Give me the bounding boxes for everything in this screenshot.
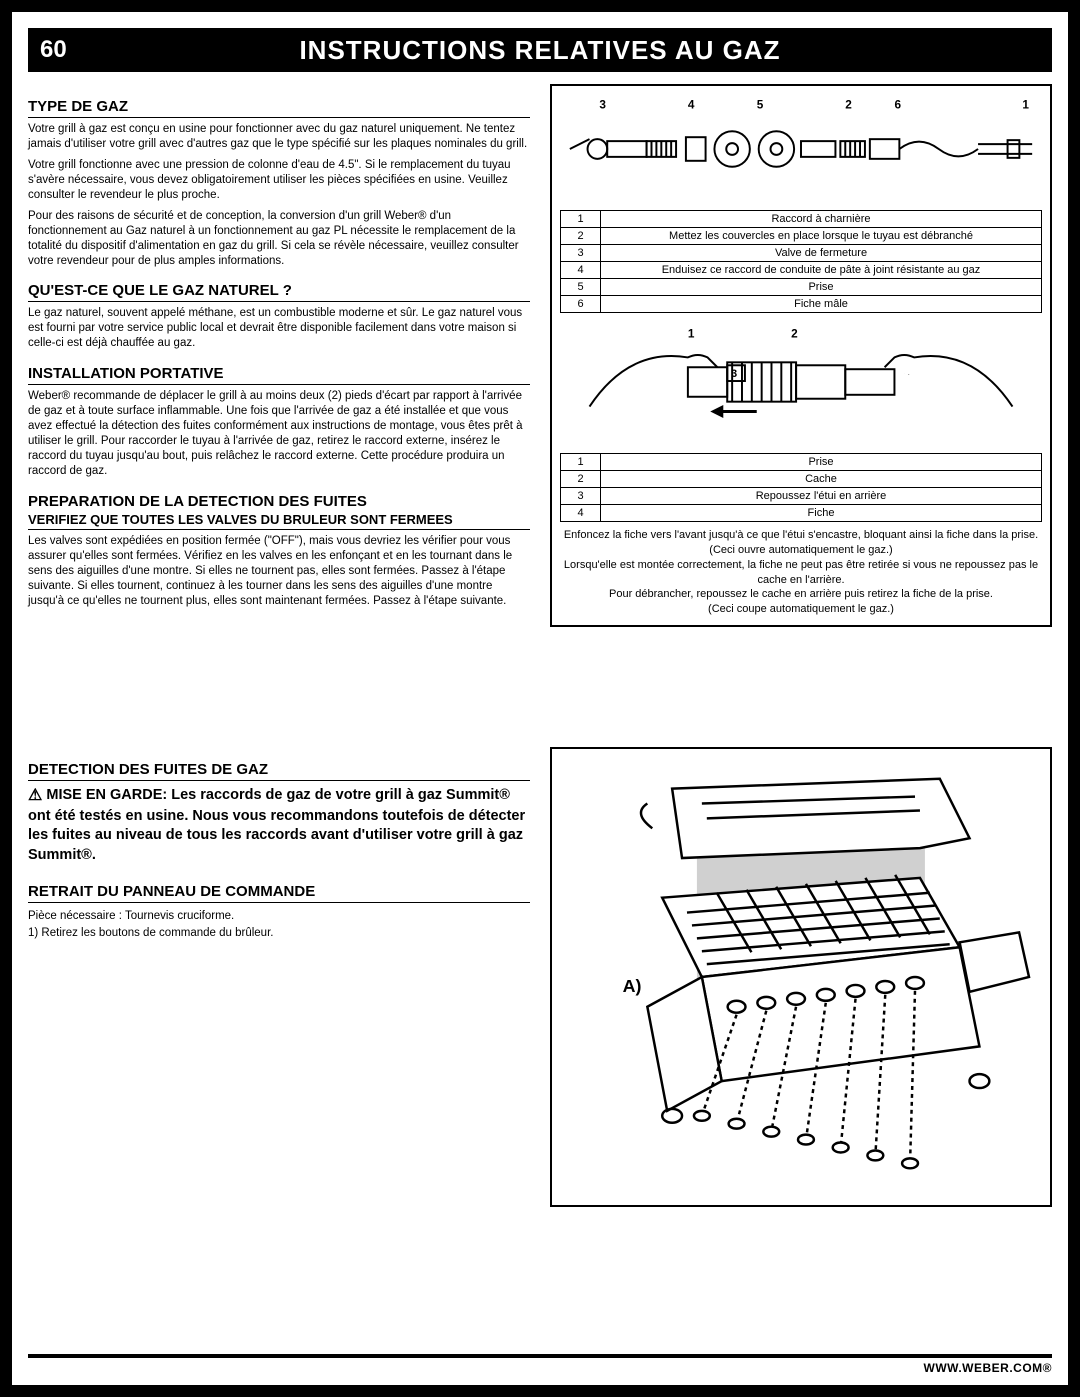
cell: Fiche mâle (601, 296, 1042, 313)
cell: 6 (561, 296, 601, 313)
diagram-box-1: 3 4 5 2 6 1 (550, 84, 1052, 627)
svg-text:5: 5 (757, 98, 764, 112)
page-number: 60 (28, 36, 198, 64)
warning-body: MISE EN GARDE: Les raccords de gaz de vo… (28, 787, 525, 863)
heading-type-de-gaz: TYPE DE GAZ (28, 98, 530, 118)
grill-diagram: A) (550, 747, 1052, 1207)
cell: 4 (561, 262, 601, 279)
upper-content: TYPE DE GAZ Votre grill à gaz est conçu … (12, 72, 1068, 627)
cell: 2 (561, 471, 601, 488)
para: Votre grill fonctionne avec une pression… (28, 158, 530, 203)
para: Le gaz naturel, souvent appelé méthane, … (28, 306, 530, 351)
heading-detection: DETECTION DES FUITES DE GAZ (28, 761, 530, 781)
heading-preparation: PREPARATION DE LA DETECTION DES FUITES (28, 493, 530, 512)
parts-table-2: 1Prise 2Cache 3Repoussez l'étui en arriè… (560, 453, 1042, 522)
para: Pièce nécessaire : Tournevis cruciforme. (28, 909, 530, 924)
para: Les valves sont expédiées en position fe… (28, 534, 530, 609)
cell: Enduisez ce raccord de conduite de pâte … (601, 262, 1042, 279)
svg-text:1: 1 (1022, 98, 1029, 112)
para: Pour des raisons de sécurité et de conce… (28, 209, 530, 269)
lower-content: DETECTION DES FUITES DE GAZ ⚠ MISE EN GA… (12, 747, 1068, 1207)
footer-url: WWW.WEBER.COM® (28, 1354, 1052, 1375)
cell: 5 (561, 279, 601, 296)
cell: Repoussez l'étui en arrière (601, 488, 1042, 505)
warning-text: ⚠ MISE EN GARDE: Les raccords de gaz de … (28, 785, 530, 865)
heading-gaz-naturel: QU'EST-CE QUE LE GAZ NATUREL ? (28, 282, 530, 302)
header-bar: 60 INSTRUCTIONS RELATIVES AU GAZ (28, 28, 1052, 72)
grill-label-a: A) (623, 976, 642, 996)
para: Weber® recommande de déplacer le grill à… (28, 389, 530, 479)
cell: Raccord à charnière (601, 211, 1042, 228)
cell: 1 (561, 211, 601, 228)
left-column: TYPE DE GAZ Votre grill à gaz est conçu … (28, 84, 530, 627)
cell: Prise (601, 454, 1042, 471)
svg-text:4: 4 (688, 98, 695, 112)
cell: Cache (601, 471, 1042, 488)
cell: Mettez les couvercles en place lorsque l… (601, 228, 1042, 245)
heading-installation: INSTALLATION PORTATIVE (28, 365, 530, 385)
svg-text:2: 2 (845, 98, 852, 112)
para: Votre grill à gaz est conçu en usine pou… (28, 122, 530, 152)
subheading-verify: VERIFIEZ QUE TOUTES LES VALVES DU BRULEU… (28, 512, 530, 530)
cell: Prise (601, 279, 1042, 296)
cell: 1 (561, 454, 601, 471)
cell: Valve de fermeture (601, 245, 1042, 262)
diagram-1-illustration: 3 4 5 2 6 1 (560, 94, 1042, 204)
lower-right-column: A) (550, 747, 1052, 1207)
page-title: INSTRUCTIONS RELATIVES AU GAZ (198, 35, 1052, 66)
cell: 4 (561, 505, 601, 522)
svg-text:2: 2 (791, 327, 798, 341)
para: 1) Retirez les boutons de commande du br… (28, 926, 530, 941)
warning-icon: ⚠ (28, 787, 42, 804)
diagram-2-note: Enfoncez la fiche vers l'avant jusqu'à c… (560, 528, 1042, 617)
right-column: 3 4 5 2 6 1 (550, 84, 1052, 627)
svg-text:1: 1 (688, 327, 695, 341)
cell: 3 (561, 488, 601, 505)
svg-text:6: 6 (894, 98, 901, 112)
lower-left-column: DETECTION DES FUITES DE GAZ ⚠ MISE EN GA… (28, 747, 530, 1207)
cell: 2 (561, 228, 601, 245)
parts-table-1: 1Raccord à charnière 2Mettez les couverc… (560, 210, 1042, 313)
d1-lbl: 3 (599, 98, 606, 112)
cell: 3 (561, 245, 601, 262)
cell: Fiche (601, 505, 1042, 522)
diagram-2-illustration: 1 2 3 4 (560, 317, 1042, 447)
heading-retrait: RETRAIT DU PANNEAU DE COMMANDE (28, 883, 530, 903)
